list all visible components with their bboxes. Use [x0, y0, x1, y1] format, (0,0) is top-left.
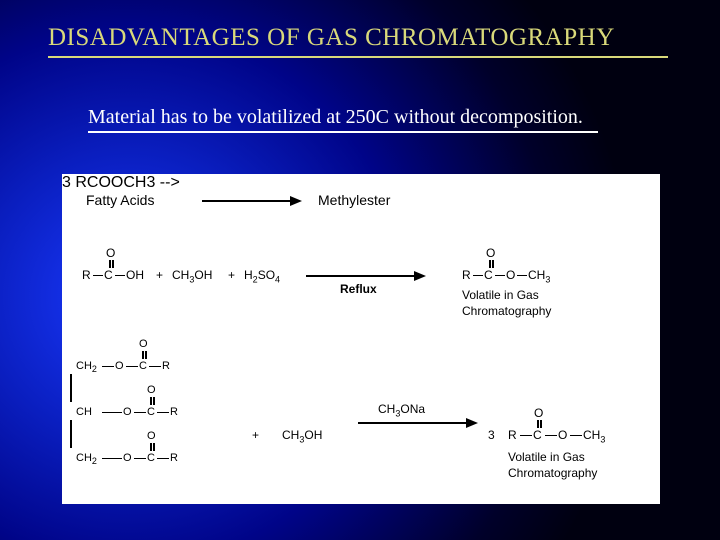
- r2-b-COH: [115, 275, 125, 276]
- label-fatty-acids: Fatty Acids: [86, 192, 154, 208]
- r2p-note1: Volatile in Gas: [462, 288, 539, 302]
- r3-Ocarb-b: O: [147, 430, 156, 442]
- r3p-note2: Chromatography: [508, 466, 597, 480]
- r3p-b1: [520, 435, 532, 436]
- r3p-R: R: [508, 428, 517, 442]
- arrow-row1: [202, 200, 292, 202]
- label-methylester: Methylester: [318, 192, 390, 208]
- r3-Rb: R: [170, 452, 178, 464]
- r3-b-m3: [157, 412, 169, 413]
- slide-title: DISADVANTAGES OF GAS CHROMATOGRAPHY: [48, 24, 615, 52]
- r3p-O2: O: [558, 428, 567, 442]
- r3-b-b1: [102, 458, 122, 459]
- r3p-C: C: [533, 428, 542, 442]
- arrow-head-row2: [414, 271, 426, 281]
- slide-body: Material has to be volatilized at 250C w…: [88, 106, 583, 129]
- r3-dbl-t: [142, 351, 144, 359]
- r3-bar-2: [70, 420, 72, 448]
- r2-OH: OH: [126, 268, 144, 282]
- r3-Cb: C: [147, 452, 155, 464]
- r3-Ob: O: [123, 452, 132, 464]
- r3-b-m1: [102, 412, 122, 413]
- r3-methanol: CH3OH: [282, 428, 322, 444]
- r2p-b3: [517, 275, 527, 276]
- r3-coeff: 3: [488, 428, 495, 442]
- r2p-dbl: [489, 260, 491, 268]
- r3-dbl-b: [150, 443, 152, 451]
- r3-CHm: CH: [76, 406, 92, 418]
- r3-Ocarb-t: O: [139, 338, 148, 350]
- arrow-row3: [358, 422, 468, 424]
- r2p-CH3: CH3: [528, 268, 550, 284]
- r3-b-m2: [134, 412, 146, 413]
- r2p-C: C: [484, 268, 493, 282]
- r2-carbonyl-O: O: [106, 246, 115, 260]
- r2p-b2: [495, 275, 505, 276]
- r3p-dbl: [537, 420, 539, 428]
- r2p-O2: O: [506, 268, 515, 282]
- r3p-Ocarb: O: [534, 406, 543, 420]
- arrow-row2: [306, 275, 416, 277]
- r3p-CH3: CH3: [583, 428, 605, 444]
- r3-catalyst: CH3ONa: [378, 402, 425, 418]
- r3-dbl-m: [150, 397, 152, 405]
- r3-Rm: R: [170, 406, 178, 418]
- r3-b-t3: [149, 366, 161, 367]
- r2p-R: R: [462, 268, 471, 282]
- r3-b-b3: [157, 458, 169, 459]
- r2-reflux: Reflux: [340, 282, 377, 296]
- r3-Ct: C: [139, 360, 147, 372]
- r3p-b3: [570, 435, 582, 436]
- arrow-head-row1: [290, 196, 302, 206]
- arrow-head-row3: [466, 418, 478, 428]
- r2-b-RC: [93, 275, 103, 276]
- r2p-O: O: [486, 246, 495, 260]
- chemistry-diagram: Fatty Acids Methylester O R C OH + CH3OH…: [62, 174, 660, 504]
- r3-Cm: C: [147, 406, 155, 418]
- r3-plus: +: [252, 428, 259, 442]
- r2-methanol: CH3OH: [172, 268, 212, 284]
- r3-b-b2: [134, 458, 146, 459]
- body-underline: [88, 131, 598, 133]
- r3-b-t2: [126, 366, 138, 367]
- r2-plus1: +: [156, 268, 163, 282]
- r2-plus2: +: [228, 268, 235, 282]
- title-underline: [48, 56, 668, 58]
- r3-bar-1: [70, 374, 72, 402]
- r3-Rt: R: [162, 360, 170, 372]
- r3-Om: O: [123, 406, 132, 418]
- r2p-b1: [473, 275, 483, 276]
- r2-C: C: [104, 268, 113, 282]
- r3-CH2t: CH2: [76, 360, 97, 374]
- r3-b-t1: [102, 366, 114, 367]
- r2-dbl-bond: [109, 260, 111, 268]
- r2-acid: H2SO4: [244, 268, 280, 284]
- r3p-note1: Volatile in Gas: [508, 450, 585, 464]
- r2p-note2: Chromatography: [462, 304, 551, 318]
- r3p-b2: [545, 435, 557, 436]
- r3-Ocarb-m: O: [147, 384, 156, 396]
- r3-Ot: O: [115, 360, 124, 372]
- r3-CH2b: CH2: [76, 452, 97, 466]
- r2-R: R: [82, 268, 91, 282]
